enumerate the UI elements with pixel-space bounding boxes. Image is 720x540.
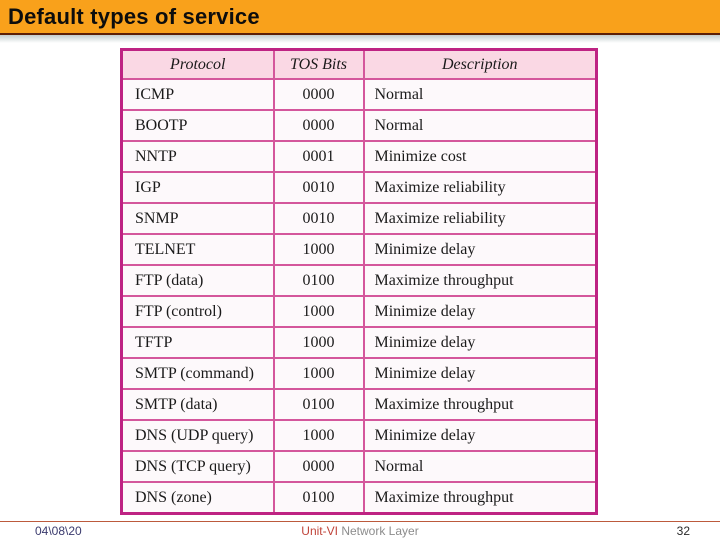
tos-bits-cell: 0010 bbox=[272, 202, 365, 235]
tos-bits-cell: 0100 bbox=[272, 264, 365, 297]
description-cell: Maximize throughput bbox=[362, 481, 598, 515]
table-row: FTP (data) 0100 Maximize throughput bbox=[120, 264, 598, 297]
table-header-row: Protocol TOS Bits Description bbox=[120, 48, 598, 80]
table-row: TELNET 1000 Minimize delay bbox=[120, 233, 598, 266]
table-row: FTP (control) 1000 Minimize delay bbox=[120, 295, 598, 328]
tos-table-container: Protocol TOS Bits Description ICMP 0000 No… bbox=[120, 48, 598, 515]
description-cell: Maximize reliability bbox=[362, 171, 598, 204]
table-body: ICMP 0000 Normal BOOTP 0000 Normal NNTP 0001 Min… bbox=[120, 78, 598, 515]
tos-bits-cell: 1000 bbox=[272, 326, 365, 359]
tos-bits-cell: 0000 bbox=[272, 109, 365, 142]
col-header-tos-bits: TOS Bits bbox=[272, 48, 365, 80]
protocol-cell: SMTP (command) bbox=[120, 357, 275, 390]
table-row: ICMP 0000 Normal bbox=[120, 78, 598, 111]
table-row: SMTP (data) 0100 Maximize throughput bbox=[120, 388, 598, 421]
description-cell: Minimize delay bbox=[362, 419, 598, 452]
title-bar-bevel bbox=[0, 35, 720, 43]
title-bar: Default types of service bbox=[0, 0, 720, 35]
description-cell: Minimize delay bbox=[362, 326, 598, 359]
protocol-cell: BOOTP bbox=[120, 109, 275, 142]
description-cell: Minimize cost bbox=[362, 140, 598, 173]
tos-table: Protocol TOS Bits Description ICMP 0000 No… bbox=[120, 48, 598, 515]
protocol-cell: NNTP bbox=[120, 140, 275, 173]
tos-bits-cell: 0001 bbox=[272, 140, 365, 173]
table-row: DNS (TCP query) 0000 Normal bbox=[120, 450, 598, 483]
description-cell: Normal bbox=[362, 78, 598, 111]
tos-bits-cell: 0010 bbox=[272, 171, 365, 204]
protocol-cell: SNMP bbox=[120, 202, 275, 235]
description-cell: Maximize throughput bbox=[362, 388, 598, 421]
description-cell: Minimize delay bbox=[362, 357, 598, 390]
slide-title: Default types of service bbox=[8, 3, 260, 29]
tos-bits-cell: 0100 bbox=[272, 388, 365, 421]
table-row: DNS (zone) 0100 Maximize throughput bbox=[120, 481, 598, 515]
tos-bits-cell: 1000 bbox=[272, 295, 365, 328]
description-cell: Normal bbox=[362, 109, 598, 142]
protocol-cell: DNS (zone) bbox=[120, 481, 275, 515]
footer: 04\08\20 Unit-VI Network Layer 32 bbox=[0, 524, 720, 540]
description-cell: Maximize throughput bbox=[362, 264, 598, 297]
col-header-description: Description bbox=[362, 48, 598, 80]
footer-date: 04\08\20 bbox=[35, 524, 82, 538]
tos-bits-cell: 1000 bbox=[272, 419, 365, 452]
protocol-cell: TELNET bbox=[120, 233, 275, 266]
footer-divider bbox=[0, 521, 720, 522]
description-cell: Normal bbox=[362, 450, 598, 483]
col-header-protocol: Protocol bbox=[120, 48, 275, 80]
table-row: BOOTP 0000 Normal bbox=[120, 109, 598, 142]
protocol-cell: FTP (control) bbox=[120, 295, 275, 328]
protocol-cell: TFTP bbox=[120, 326, 275, 359]
protocol-cell: FTP (data) bbox=[120, 264, 275, 297]
description-cell: Maximize reliability bbox=[362, 202, 598, 235]
footer-center-text: Unit-VI Network Layer bbox=[0, 524, 720, 538]
protocol-cell: IGP bbox=[120, 171, 275, 204]
table-row: SNMP 0010 Maximize reliability bbox=[120, 202, 598, 235]
footer-section-label: Network Layer bbox=[341, 524, 419, 538]
footer-page-number: 32 bbox=[676, 524, 690, 538]
protocol-cell: SMTP (data) bbox=[120, 388, 275, 421]
table-row: DNS (UDP query) 1000 Minimize delay bbox=[120, 419, 598, 452]
tos-bits-cell: 0000 bbox=[272, 450, 365, 483]
tos-bits-cell: 0000 bbox=[272, 78, 365, 111]
protocol-cell: ICMP bbox=[120, 78, 275, 111]
description-cell: Minimize delay bbox=[362, 233, 598, 266]
tos-bits-cell: 1000 bbox=[272, 357, 365, 390]
tos-bits-cell: 0100 bbox=[272, 481, 365, 515]
table-row: TFTP 1000 Minimize delay bbox=[120, 326, 598, 359]
footer-unit-label: Unit-VI bbox=[301, 524, 338, 538]
table-row: NNTP 0001 Minimize cost bbox=[120, 140, 598, 173]
description-cell: Minimize delay bbox=[362, 295, 598, 328]
protocol-cell: DNS (TCP query) bbox=[120, 450, 275, 483]
tos-bits-cell: 1000 bbox=[272, 233, 365, 266]
table-row: IGP 0010 Maximize reliability bbox=[120, 171, 598, 204]
table-row: SMTP (command) 1000 Minimize delay bbox=[120, 357, 598, 390]
protocol-cell: DNS (UDP query) bbox=[120, 419, 275, 452]
